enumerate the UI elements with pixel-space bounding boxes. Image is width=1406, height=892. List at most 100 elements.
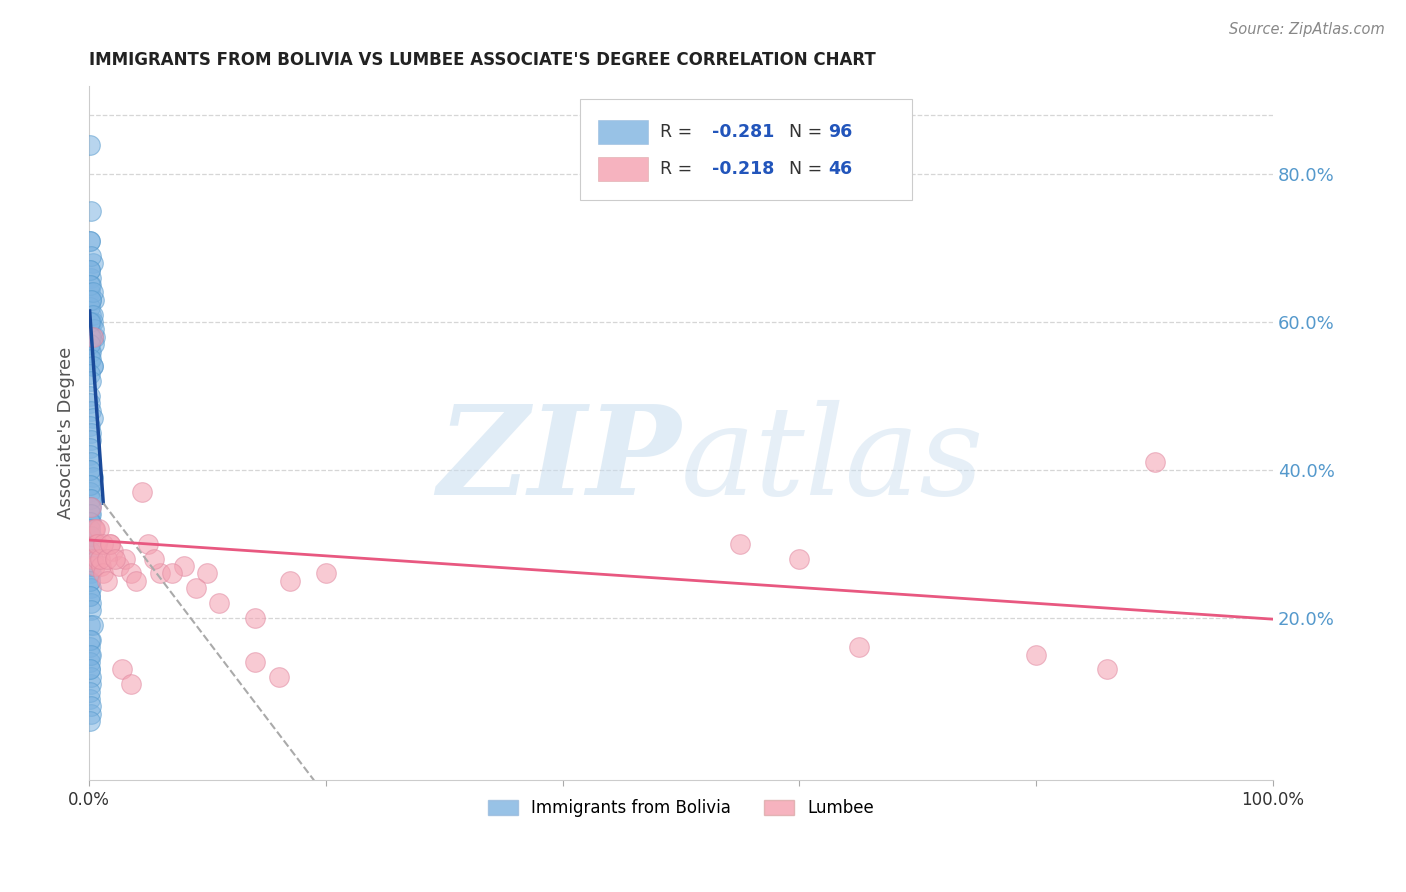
Point [79,544,101,558]
Point [80,500,103,514]
Point [79,684,101,698]
Point [79,463,101,477]
Point [79,589,101,603]
Point [84,330,107,344]
Text: R =: R = [659,123,697,141]
Point [90,558,112,573]
Text: -0.218: -0.218 [711,160,775,178]
Text: N =: N = [778,160,828,178]
Point [91,537,114,551]
Point [100,537,122,551]
Point [79,574,101,588]
Point [79,692,101,706]
Point [79,640,101,655]
Point [1025,648,1047,662]
Point [80,344,103,359]
Point [79,500,101,514]
Point [80,425,103,440]
Point [143,551,166,566]
Point [848,640,870,655]
Y-axis label: Associate's Degree: Associate's Degree [58,347,75,519]
Point [79,285,101,300]
Point [89,551,111,566]
Point [120,566,142,581]
Text: 96: 96 [828,123,852,141]
Point [82,411,104,425]
Point [84,537,107,551]
Point [114,551,136,566]
Point [149,566,172,581]
Point [80,455,103,469]
Point [80,632,103,647]
Point [79,351,101,366]
Point [80,330,103,344]
Point [80,581,103,595]
Point [80,308,103,322]
Point [87,522,110,536]
Point [80,477,103,491]
Point [120,677,142,691]
Point [125,574,148,588]
Point [83,322,105,336]
Point [79,300,101,314]
Point [1143,455,1166,469]
Point [80,603,103,617]
Point [83,522,105,536]
Point [82,618,104,632]
Text: Source: ZipAtlas.com: Source: ZipAtlas.com [1229,22,1385,37]
Point [111,662,134,676]
Point [197,566,219,581]
Point [79,522,101,536]
Point [79,389,101,403]
Point [79,330,101,344]
Point [131,485,153,500]
Text: IMMIGRANTS FROM BOLIVIA VS LUMBEE ASSOCIATE'S DEGREE CORRELATION CHART: IMMIGRANTS FROM BOLIVIA VS LUMBEE ASSOCI… [89,51,876,69]
Point [79,714,101,728]
Point [79,618,101,632]
Point [79,648,101,662]
Point [80,434,103,448]
Point [96,574,118,588]
Point [79,263,101,277]
Point [280,574,302,588]
Text: R =: R = [659,160,697,178]
Point [82,330,104,344]
Point [100,537,122,551]
Point [79,662,101,676]
Point [86,551,108,566]
Point [80,492,103,507]
Point [80,204,103,219]
Point [80,515,103,529]
Point [80,374,103,388]
Point [84,522,107,536]
Point [80,315,103,329]
Point [96,551,118,566]
Point [79,315,101,329]
Text: atlas: atlas [681,400,984,522]
Point [82,470,104,484]
Point [80,670,103,684]
Point [82,285,104,300]
Point [80,596,103,610]
Point [79,485,101,500]
Point [82,256,104,270]
Legend: Immigrants from Bolivia, Lumbee: Immigrants from Bolivia, Lumbee [481,793,882,824]
FancyBboxPatch shape [598,120,648,144]
Point [79,137,101,152]
FancyBboxPatch shape [581,99,912,200]
Point [79,507,101,521]
Text: N =: N = [778,123,828,141]
Point [79,589,101,603]
Point [79,574,101,588]
Point [80,677,103,691]
Point [80,529,103,543]
Point [79,367,101,381]
Point [82,330,104,344]
Point [101,544,124,558]
Point [82,359,104,374]
Point [79,522,101,536]
Point [243,610,266,624]
Point [208,596,231,610]
Point [79,558,101,573]
Point [80,351,103,366]
